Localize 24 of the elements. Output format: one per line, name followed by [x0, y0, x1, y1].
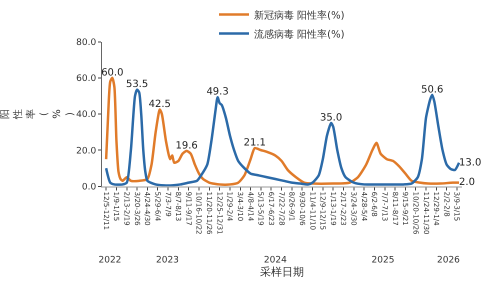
- y-tick-label: 40.0: [76, 110, 96, 120]
- data-label: 50.6: [421, 84, 444, 96]
- y-tick-label: 60.0: [76, 74, 96, 84]
- legend-label: 流感病毒 阳性率(%): [254, 28, 345, 40]
- x2-tick-label: 2024: [264, 256, 288, 266]
- y-axis-title: 阳性率(%): [0, 109, 76, 120]
- legend-label: 新冠病毒 阳性率(%): [254, 9, 345, 22]
- data-label: 2.0: [459, 177, 475, 188]
- x2-tick-label: 2026: [436, 256, 460, 266]
- y-tick-label: 80.0: [76, 38, 96, 48]
- x2-tick-label: 2023: [156, 256, 179, 266]
- data-label: 13.0: [459, 157, 482, 168]
- data-label: 35.0: [320, 112, 342, 124]
- x-axis-title: 采样日期: [260, 266, 304, 278]
- x2-tick-label: 2025: [372, 256, 394, 266]
- data-label: 19.6: [175, 140, 198, 152]
- data-label: 49.3: [206, 86, 229, 98]
- data-label: 21.1: [244, 138, 266, 149]
- data-label: 53.5: [126, 79, 148, 90]
- data-label: 60.0: [101, 67, 124, 78]
- y-tick-label: 20.0: [76, 146, 96, 156]
- data-label: 42.5: [148, 98, 171, 110]
- x2-tick-label: 2022: [98, 256, 122, 266]
- y-tick-label: 0.0: [82, 182, 96, 192]
